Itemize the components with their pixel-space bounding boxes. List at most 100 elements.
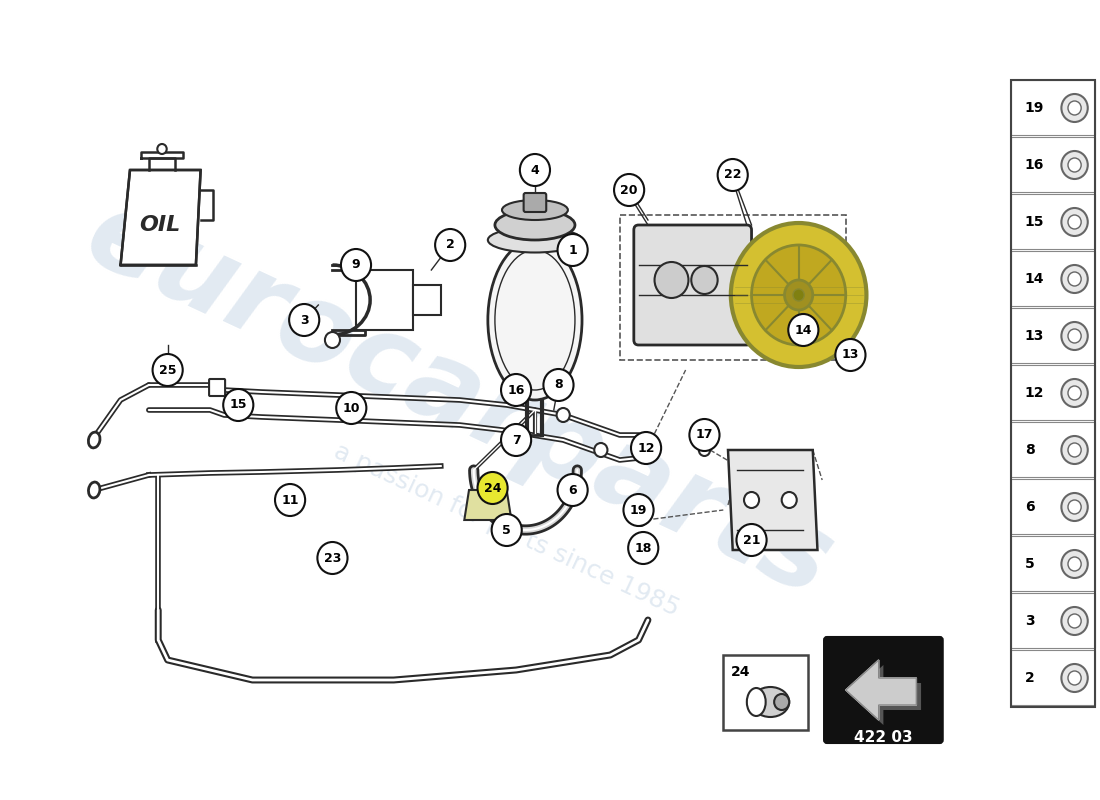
Circle shape <box>1062 664 1088 692</box>
FancyBboxPatch shape <box>1011 365 1096 420</box>
Text: 17: 17 <box>695 429 713 442</box>
Circle shape <box>1062 151 1088 179</box>
Text: 18: 18 <box>635 542 652 554</box>
FancyBboxPatch shape <box>524 193 547 212</box>
Circle shape <box>737 524 767 556</box>
Ellipse shape <box>487 227 582 253</box>
Circle shape <box>635 514 646 526</box>
Text: 21: 21 <box>742 534 760 546</box>
Circle shape <box>730 223 867 367</box>
Text: 23: 23 <box>323 551 341 565</box>
Circle shape <box>1068 158 1081 172</box>
Circle shape <box>1062 607 1088 635</box>
Circle shape <box>223 389 253 421</box>
Polygon shape <box>728 450 817 550</box>
Ellipse shape <box>88 482 100 498</box>
FancyBboxPatch shape <box>1011 536 1096 591</box>
Circle shape <box>558 474 587 506</box>
Circle shape <box>275 484 305 516</box>
Ellipse shape <box>502 200 568 220</box>
Text: 2: 2 <box>446 238 454 251</box>
FancyBboxPatch shape <box>1011 251 1096 306</box>
Circle shape <box>557 408 570 422</box>
Ellipse shape <box>487 240 582 400</box>
Circle shape <box>500 374 531 406</box>
Text: 5: 5 <box>503 523 512 537</box>
Text: 1: 1 <box>569 243 578 257</box>
Ellipse shape <box>751 687 789 717</box>
Polygon shape <box>850 665 921 725</box>
Circle shape <box>784 280 813 310</box>
Circle shape <box>543 369 573 401</box>
Circle shape <box>1068 329 1081 343</box>
Circle shape <box>324 332 340 348</box>
FancyBboxPatch shape <box>824 637 943 743</box>
Circle shape <box>594 443 607 457</box>
Polygon shape <box>846 660 916 720</box>
Circle shape <box>1062 379 1088 407</box>
Circle shape <box>782 492 796 508</box>
Circle shape <box>1068 500 1081 514</box>
Circle shape <box>751 245 846 345</box>
Circle shape <box>1062 493 1088 521</box>
FancyBboxPatch shape <box>724 655 808 730</box>
Circle shape <box>1068 272 1081 286</box>
Text: 12: 12 <box>637 442 654 454</box>
Text: 13: 13 <box>842 349 859 362</box>
Circle shape <box>153 354 183 386</box>
Circle shape <box>492 514 521 546</box>
Polygon shape <box>121 170 200 265</box>
Text: 8: 8 <box>554 378 563 391</box>
Circle shape <box>477 472 507 504</box>
Text: 11: 11 <box>282 494 299 506</box>
Circle shape <box>1068 386 1081 400</box>
Circle shape <box>793 289 804 301</box>
Circle shape <box>1062 322 1088 350</box>
Circle shape <box>1068 215 1081 229</box>
Circle shape <box>1068 101 1081 115</box>
Text: 9: 9 <box>352 258 361 271</box>
FancyBboxPatch shape <box>1011 80 1096 135</box>
Circle shape <box>614 174 645 206</box>
Circle shape <box>691 266 717 294</box>
Circle shape <box>1068 443 1081 457</box>
Text: 19: 19 <box>630 503 647 517</box>
Text: 8: 8 <box>1025 443 1034 457</box>
Polygon shape <box>141 152 183 158</box>
Text: eurocarparts: eurocarparts <box>70 181 849 619</box>
Text: 20: 20 <box>620 183 638 197</box>
Text: 24: 24 <box>484 482 502 494</box>
Text: 22: 22 <box>724 169 741 182</box>
Circle shape <box>500 424 531 456</box>
FancyBboxPatch shape <box>634 225 751 345</box>
Circle shape <box>337 392 366 424</box>
Ellipse shape <box>637 438 650 456</box>
FancyBboxPatch shape <box>1011 479 1096 534</box>
FancyBboxPatch shape <box>1011 308 1096 363</box>
FancyBboxPatch shape <box>1011 137 1096 192</box>
Circle shape <box>690 419 719 451</box>
Text: 6: 6 <box>569 483 576 497</box>
Text: 15: 15 <box>1025 215 1044 229</box>
Text: 12: 12 <box>1025 386 1044 400</box>
Text: 2: 2 <box>1025 671 1034 685</box>
Circle shape <box>341 249 371 281</box>
Text: 4: 4 <box>530 163 539 177</box>
FancyBboxPatch shape <box>1011 422 1096 477</box>
Text: 7: 7 <box>512 434 520 446</box>
Circle shape <box>1062 436 1088 464</box>
Polygon shape <box>356 270 412 330</box>
Text: 16: 16 <box>507 383 525 397</box>
Text: 3: 3 <box>300 314 308 326</box>
Circle shape <box>558 234 587 266</box>
Text: 14: 14 <box>794 323 812 337</box>
Text: 14: 14 <box>1025 272 1044 286</box>
FancyBboxPatch shape <box>1011 593 1096 648</box>
Circle shape <box>1062 265 1088 293</box>
Text: 13: 13 <box>1025 329 1044 343</box>
Circle shape <box>1068 671 1081 685</box>
Circle shape <box>631 432 661 464</box>
Circle shape <box>289 304 319 336</box>
Circle shape <box>520 154 550 186</box>
Text: 25: 25 <box>158 363 176 377</box>
